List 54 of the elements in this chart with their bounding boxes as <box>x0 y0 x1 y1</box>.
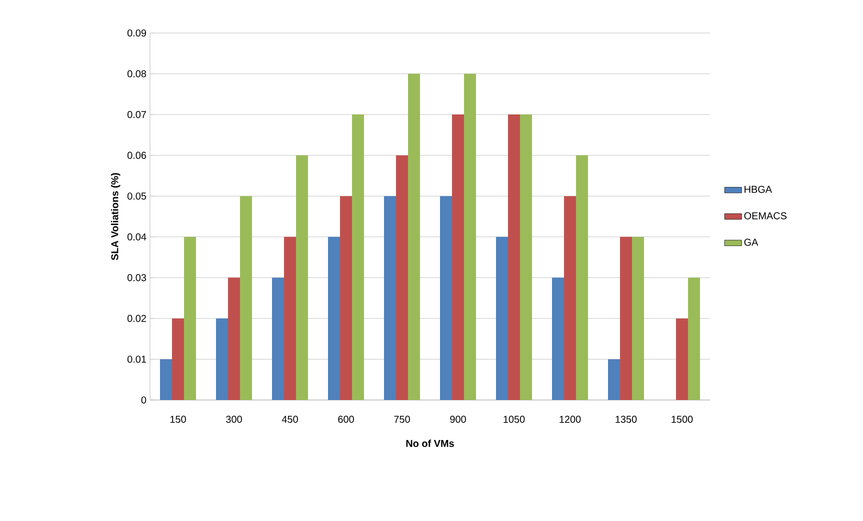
legend-label: GA <box>744 238 758 246</box>
bar <box>216 318 228 400</box>
bar <box>452 114 464 400</box>
bar <box>608 359 620 400</box>
bar <box>396 155 408 400</box>
x-tick-label: 150 <box>170 416 186 423</box>
bar <box>184 236 196 400</box>
x-axis-title: No of VMs <box>406 440 454 447</box>
x-tick-label: 600 <box>338 416 354 423</box>
bar <box>564 196 576 400</box>
bar <box>464 74 476 400</box>
legend-label: OEMACS <box>744 212 787 220</box>
y-tick-label: 0 <box>141 396 146 404</box>
x-tick-label: 900 <box>450 416 466 423</box>
y-tick-label: 0.02 <box>127 314 146 322</box>
y-tick-label: 0.04 <box>127 233 146 240</box>
bar <box>240 196 252 400</box>
y-tick-label: 0.09 <box>127 29 146 37</box>
y-tick-label: 0.07 <box>127 111 146 118</box>
bar <box>284 236 296 400</box>
y-tick-label: 0.03 <box>127 274 146 282</box>
bar <box>632 236 644 400</box>
x-tick-label: 1500 <box>672 416 693 423</box>
bar <box>408 74 420 400</box>
x-tick-label: 450 <box>282 416 298 423</box>
x-tick-label: 1350 <box>616 416 637 423</box>
y-axis-title: SLA Voliations (%) <box>110 173 120 260</box>
legend-label: HBGA <box>744 186 772 193</box>
bar <box>384 196 396 400</box>
y-tick-label: 0.08 <box>127 70 146 78</box>
bar <box>676 318 688 400</box>
bar <box>552 278 564 400</box>
bar <box>508 114 520 400</box>
y-tick-label: 0.06 <box>127 152 146 159</box>
bar <box>496 236 508 400</box>
bar <box>520 114 532 400</box>
x-tick-label: 1200 <box>560 416 581 423</box>
bar <box>272 278 284 400</box>
bar <box>620 236 632 400</box>
x-tick-label: 1050 <box>504 416 525 423</box>
x-tick-label: 300 <box>226 416 242 423</box>
bar <box>440 196 452 400</box>
bar <box>228 278 240 400</box>
bar <box>688 278 700 400</box>
bar <box>576 155 588 400</box>
y-tick-label: 0.05 <box>127 192 146 200</box>
bar <box>340 196 352 400</box>
x-tick-label: 750 <box>394 416 410 423</box>
y-tick-label: 0.01 <box>127 356 146 363</box>
bar <box>160 359 172 400</box>
bar <box>352 114 364 400</box>
bar <box>172 318 184 400</box>
bar <box>328 236 340 400</box>
bar <box>296 155 308 400</box>
